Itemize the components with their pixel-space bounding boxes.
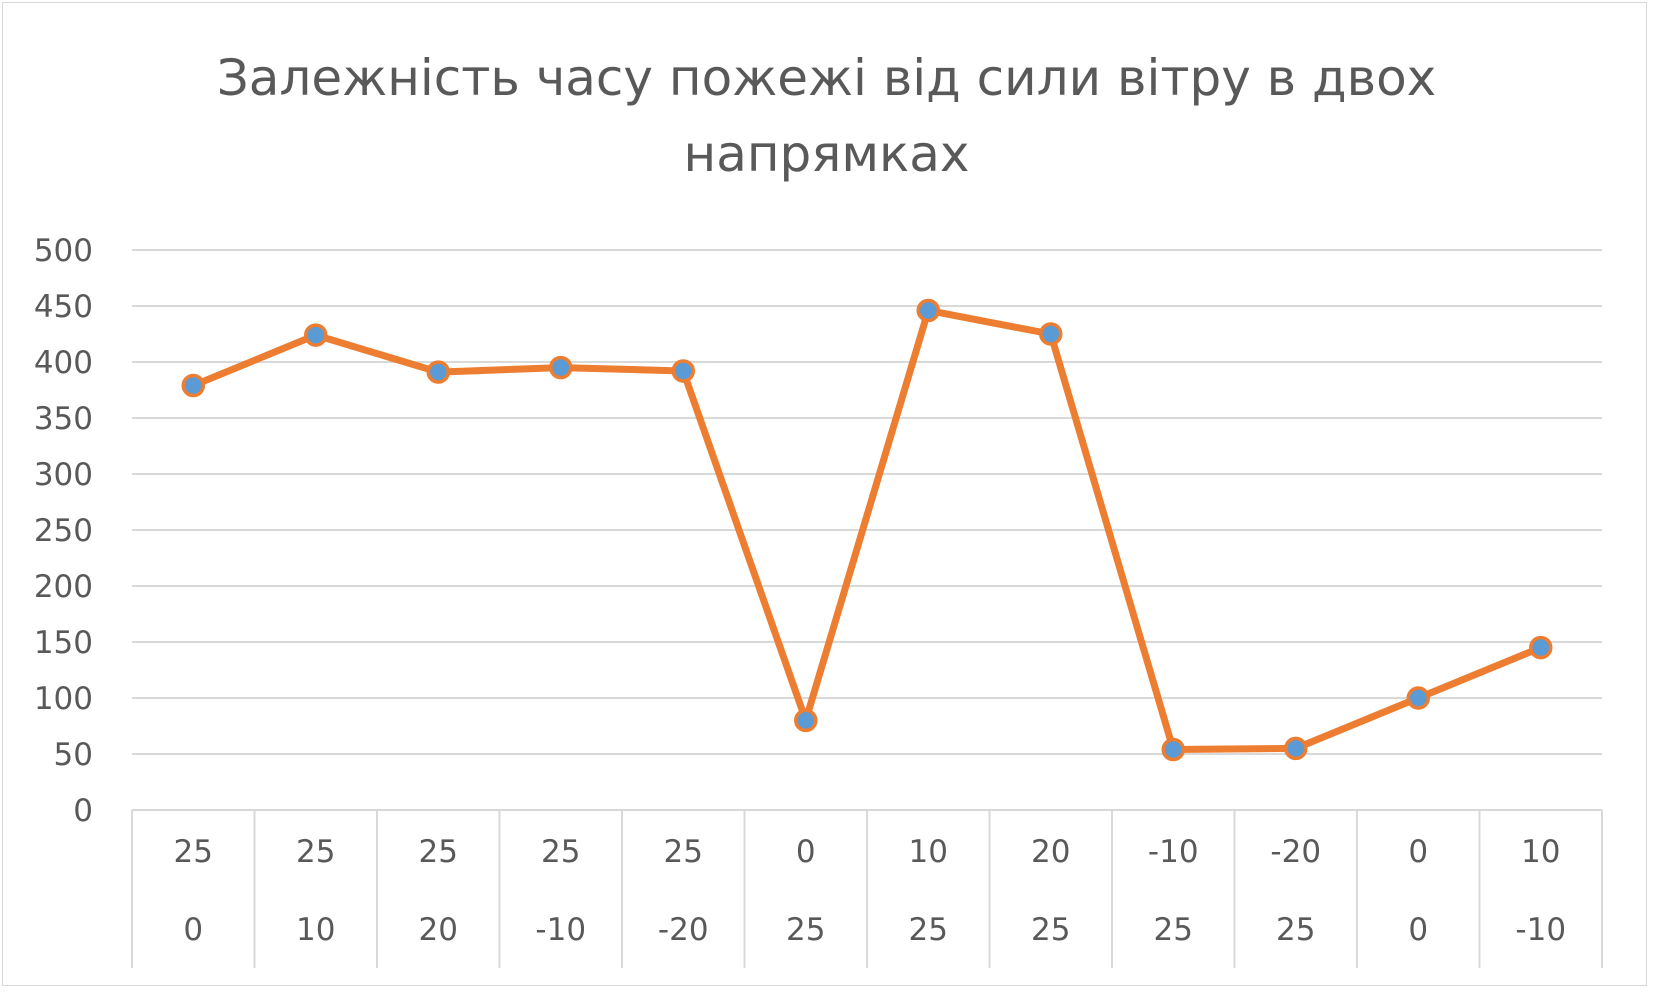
x-tick-label-inner: 25 [1154, 912, 1193, 948]
data-point [1039, 322, 1063, 346]
y-tick-label: 100 [34, 681, 93, 717]
data-point [1284, 736, 1308, 761]
x-axis [131, 809, 1603, 968]
y-tick-label: 450 [34, 289, 93, 325]
y-tick-label: 150 [34, 625, 93, 661]
gridlines [132, 249, 1602, 755]
y-axis-tick-labels: 0 50 100 150 200 250 300 350 400 450 500 [34, 233, 93, 829]
chart-title-line-1: Залежність часу пожежі від сили вітру в … [216, 49, 1437, 107]
data-point [304, 323, 328, 347]
x-tick-label-inner: 25 [1031, 912, 1070, 948]
x-tick-label-outer: 0 [796, 834, 816, 870]
data-point [916, 298, 940, 323]
data-point [671, 359, 695, 383]
y-tick-label: 50 [54, 737, 93, 773]
series [189, 306, 1545, 754]
chart-title: Залежність часу пожежі від сили вітру в … [0, 40, 1653, 192]
data-point [794, 708, 818, 733]
y-tick-label: 500 [34, 233, 93, 269]
x-tick-label-inner: 25 [1276, 912, 1315, 948]
data-point [426, 360, 450, 384]
y-tick-label: 0 [73, 793, 93, 829]
chart-title-line-2: напрямках [683, 125, 970, 183]
x-tick-label-inner: 20 [419, 912, 458, 948]
x-tick-label-outer: 10 [909, 834, 948, 870]
x-axis-tick-labels: 25 0 25 10 25 20 25 -10 25 -20 0 25 10 25 20 25 -10 25 -20… [174, 834, 1567, 948]
x-tick-label-outer: 25 [664, 834, 703, 870]
x-tick-label-outer: 0 [1408, 834, 1428, 870]
y-tick-label: 300 [34, 457, 93, 493]
y-tick-label: 350 [34, 401, 93, 437]
data-point [1406, 686, 1430, 710]
y-tick-label: 400 [34, 345, 93, 381]
x-tick-label-inner: -20 [658, 912, 709, 948]
data-point-markers [181, 298, 1553, 762]
series-line [189, 306, 1545, 754]
y-tick-label: 250 [34, 513, 93, 549]
x-tick-label-outer: 25 [296, 834, 335, 870]
x-tick-label-inner: -10 [1515, 912, 1566, 948]
data-point [1161, 737, 1185, 762]
y-tick-label: 200 [34, 569, 93, 605]
x-tick-label-outer: 25 [541, 834, 580, 870]
data-point [181, 373, 205, 398]
x-tick-label-inner: 0 [1408, 912, 1428, 948]
x-tick-label-inner: 25 [909, 912, 948, 948]
x-tick-label-inner: 10 [296, 912, 335, 948]
x-tick-label-outer: -10 [1148, 834, 1199, 870]
x-tick-label-outer: 25 [174, 834, 213, 870]
x-tick-label-inner: 25 [786, 912, 825, 948]
x-tick-label-outer: 10 [1521, 834, 1560, 870]
x-tick-label-outer: 25 [419, 834, 458, 870]
data-point [1529, 635, 1553, 660]
x-tick-label-outer: -20 [1270, 834, 1321, 870]
x-tick-label-inner: 0 [183, 912, 203, 948]
data-point [549, 355, 573, 380]
x-tick-label-outer: 20 [1031, 834, 1070, 870]
x-tick-label-inner: -10 [535, 912, 586, 948]
